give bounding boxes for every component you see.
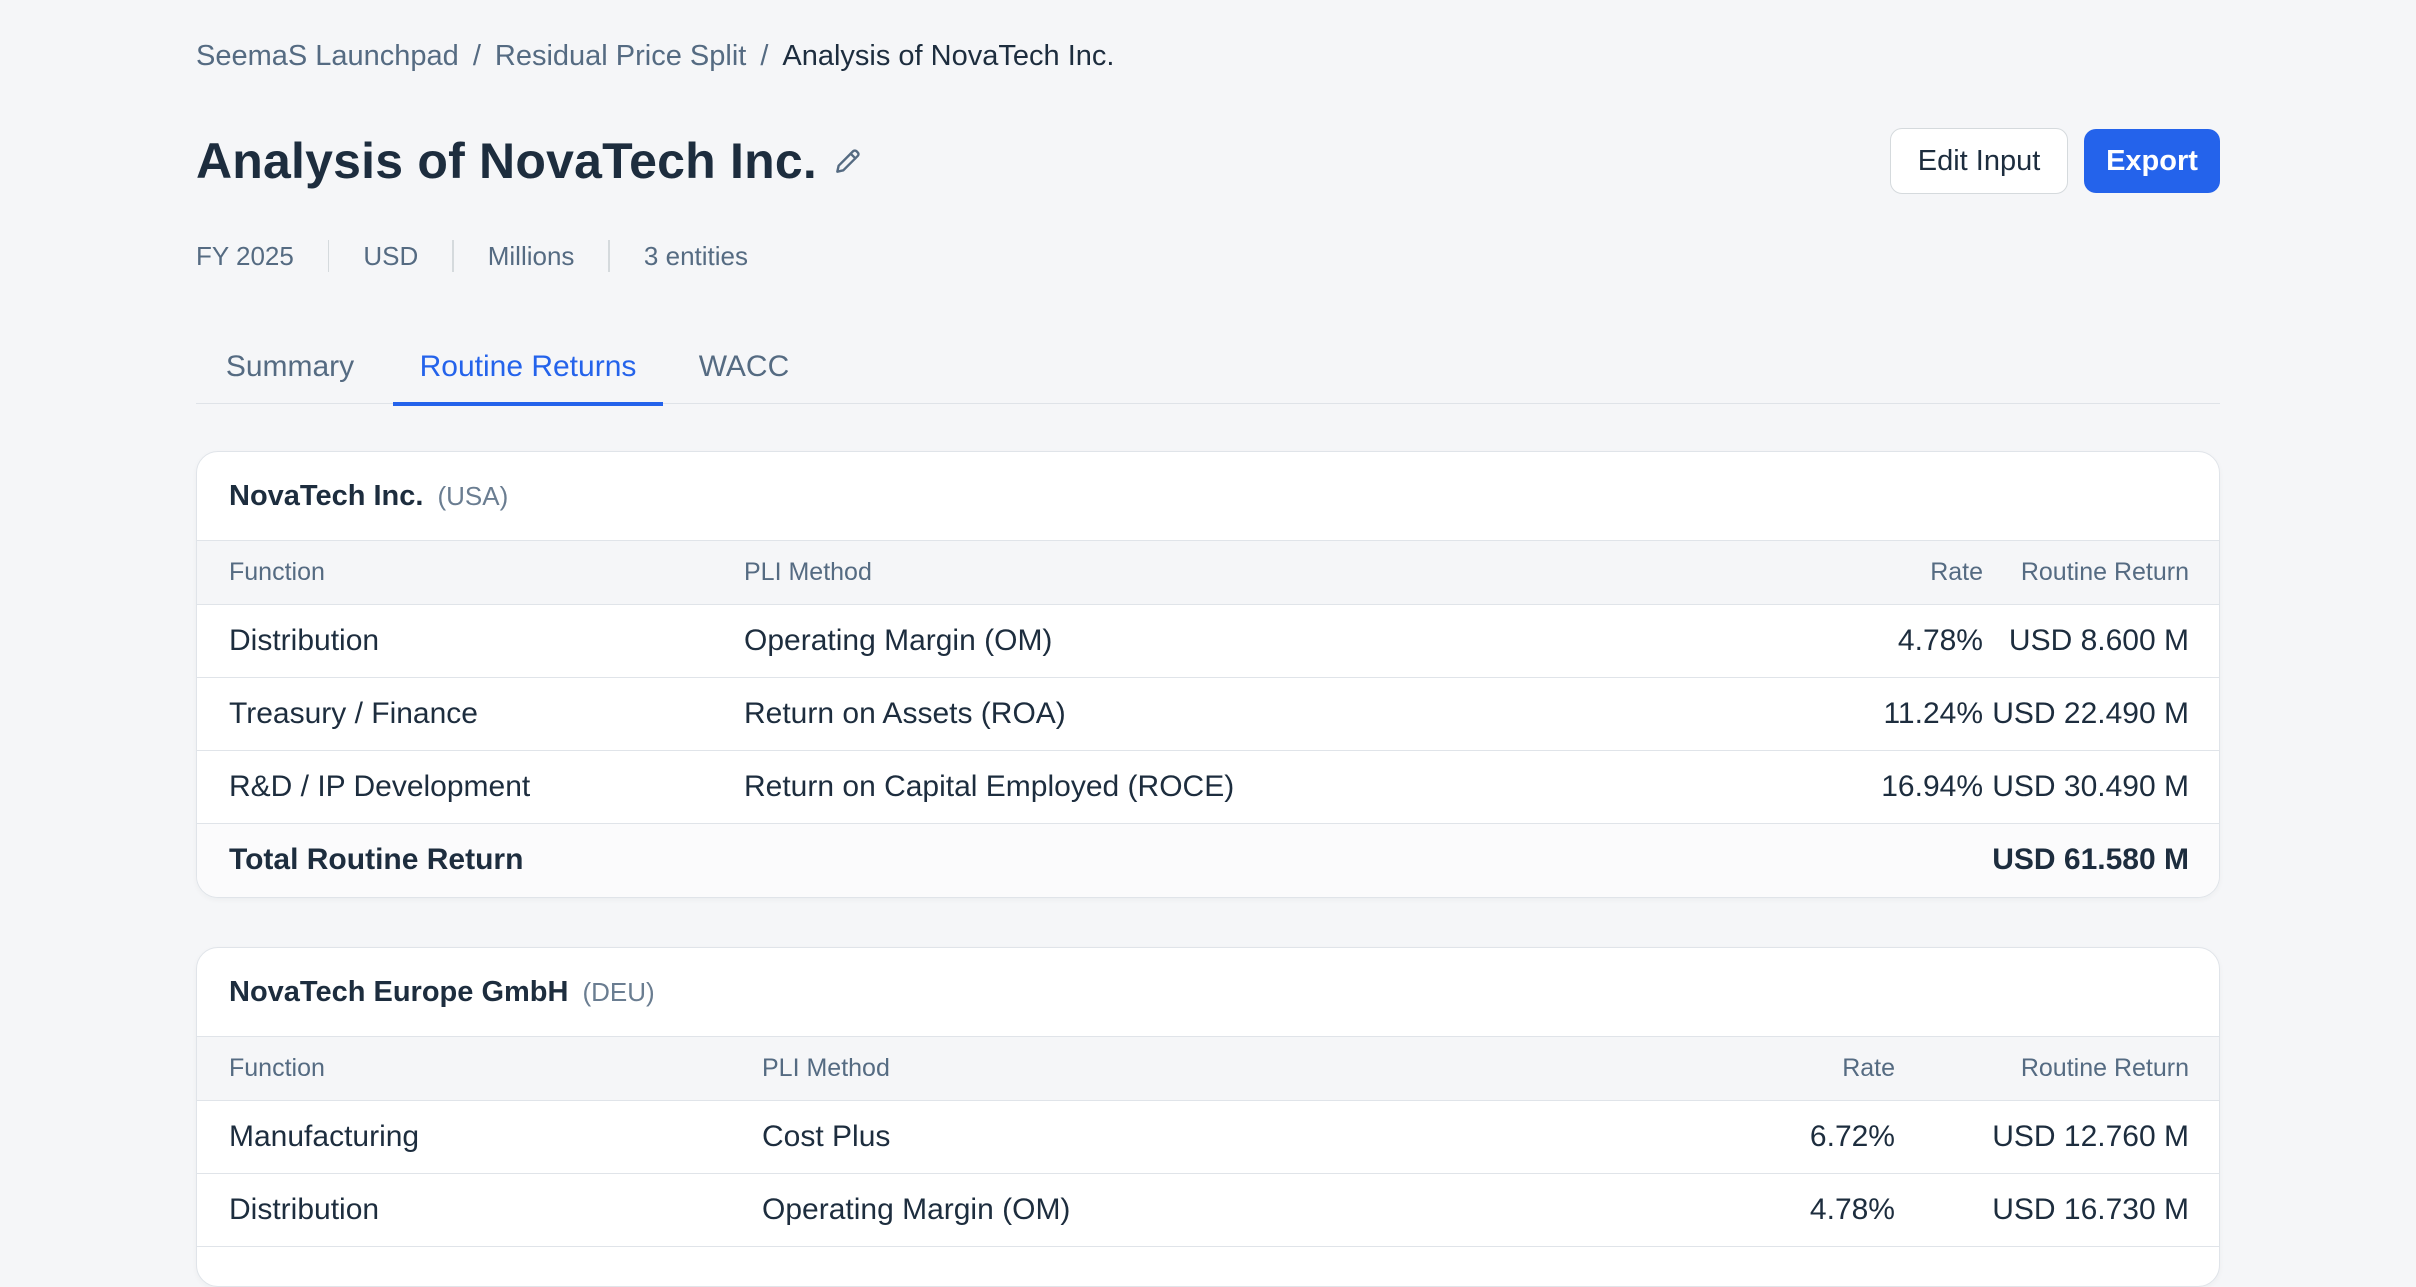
column-header-pli-method: PLI Method	[744, 540, 1344, 605]
analysis-meta: FY 2025 USD Millions 3 entities	[196, 238, 782, 274]
column-header-rate: Rate	[1362, 1036, 1895, 1101]
breadcrumb-separator: /	[472, 40, 481, 72]
table-header-row: Function PLI Method Rate Routine Return	[197, 1036, 2219, 1101]
cell-pli-method: Cost Plus	[762, 1100, 1362, 1174]
breadcrumb-link-residual-price-split[interactable]: Residual Price Split	[494, 40, 747, 72]
cell-function: Treasury / Finance	[197, 677, 744, 751]
entity-card-novatech-europe: NovaTech Europe GmbH (DEU) Function PLI …	[196, 947, 2220, 1287]
cell-rate: 4.78%	[1362, 1173, 1895, 1247]
cell-rate: 4.78%	[1344, 604, 1983, 678]
column-header-routine-return: Routine Return	[1895, 1036, 2219, 1101]
card-header: NovaTech Europe GmbH (DEU)	[197, 948, 2219, 1036]
table-row: Distribution Operating Margin (OM) 4.78%…	[197, 604, 2219, 678]
cell-function: Distribution	[197, 1173, 762, 1247]
edit-input-button[interactable]: Edit Input	[1890, 128, 2068, 194]
cell-pli-method: Return on Assets (ROA)	[744, 677, 1344, 751]
page-title: Analysis of NovaTech Inc.	[196, 133, 817, 189]
tab-bar: Summary Routine Returns WACC	[196, 330, 2220, 406]
export-button[interactable]: Export	[2084, 129, 2220, 193]
cell-pli-method: Operating Margin (OM)	[744, 604, 1344, 678]
cell-routine-return: USD 16.730 M	[1895, 1173, 2219, 1247]
breadcrumb: SeemaS Launchpad / Residual Price Split …	[196, 40, 1114, 73]
table-header-row: Function PLI Method Rate Routine Return	[197, 540, 2219, 605]
entity-name: NovaTech Europe GmbH	[229, 975, 569, 1008]
entity-country: (DEU)	[582, 976, 655, 1007]
column-header-routine-return: Routine Return	[1983, 540, 2219, 605]
entity-name: NovaTech Inc.	[229, 479, 424, 512]
card-header: NovaTech Inc. (USA)	[197, 452, 2219, 540]
tab-summary[interactable]: Summary	[225, 350, 355, 383]
tab-routine-returns[interactable]: Routine Returns	[393, 330, 663, 406]
cell-rate: 6.72%	[1362, 1100, 1895, 1174]
table-row: R&D / IP Development Return on Capital E…	[197, 750, 2219, 824]
total-label: Total Routine Return	[197, 823, 1983, 897]
cell-pli-method: Return on Capital Employed (ROCE)	[744, 750, 1344, 824]
cell-pli-method: Operating Margin (OM)	[762, 1173, 1362, 1247]
entity-card-novatech-inc: NovaTech Inc. (USA) Function PLI Method …	[196, 451, 2220, 898]
page-header: Analysis of NovaTech Inc. Edit Input Exp…	[196, 128, 2220, 194]
column-header-function: Function	[197, 1036, 762, 1101]
fiscal-year: FY 2025	[196, 241, 294, 271]
meta-divider	[452, 240, 454, 272]
currency: USD	[363, 241, 419, 271]
cell-function: R&D / IP Development	[197, 750, 744, 824]
breadcrumb-current: Analysis of NovaTech Inc.	[782, 40, 1115, 72]
breadcrumb-link-launchpad[interactable]: SeemaS Launchpad	[196, 40, 459, 72]
table-row: Distribution Operating Margin (OM) 4.78%…	[197, 1173, 2219, 1247]
tab-wacc[interactable]: WACC	[698, 350, 790, 383]
entity-count: 3 entities	[643, 241, 748, 271]
breadcrumb-separator: /	[760, 40, 769, 72]
column-header-function: Function	[197, 540, 744, 605]
cell-rate: 11.24%	[1344, 677, 1983, 751]
routine-returns-table: Function PLI Method Rate Routine Return …	[197, 1036, 2219, 1247]
meta-divider	[327, 240, 330, 272]
cell-rate: 16.94%	[1344, 750, 1983, 824]
routine-returns-table: Function PLI Method Rate Routine Return …	[197, 540, 2219, 897]
cell-routine-return: USD 8.600 M	[1983, 604, 2219, 678]
entity-country: (USA)	[437, 480, 509, 511]
column-header-pli-method: PLI Method	[762, 1036, 1362, 1101]
meta-divider	[608, 240, 610, 272]
cell-routine-return: USD 22.490 M	[1983, 677, 2219, 751]
cell-routine-return: USD 30.490 M	[1983, 750, 2219, 824]
cell-function: Manufacturing	[197, 1100, 762, 1174]
pencil-icon[interactable]	[832, 145, 864, 177]
total-value: USD 61.580 M	[1983, 823, 2219, 897]
unit: Millions	[487, 241, 575, 271]
table-row: Treasury / Finance Return on Assets (ROA…	[197, 677, 2219, 751]
column-header-rate: Rate	[1344, 540, 1983, 605]
cell-function: Distribution	[197, 604, 744, 678]
cell-routine-return: USD 12.760 M	[1895, 1100, 2219, 1174]
total-row: Total Routine Return USD 61.580 M	[197, 823, 2219, 897]
table-row: Manufacturing Cost Plus 6.72% USD 12.760…	[197, 1100, 2219, 1174]
